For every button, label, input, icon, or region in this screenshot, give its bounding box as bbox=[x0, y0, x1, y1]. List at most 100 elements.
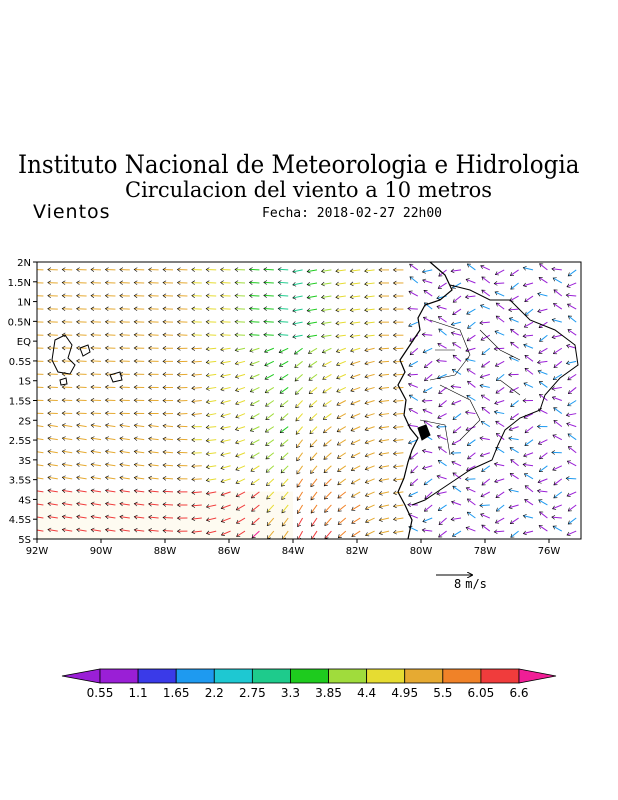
colorbar-segment bbox=[290, 668, 329, 684]
streamline-segment bbox=[364, 386, 375, 391]
streamline-segment bbox=[278, 281, 289, 284]
streamline-arrowhead bbox=[536, 488, 541, 494]
streamline-arrowhead bbox=[335, 333, 340, 339]
streamline-arrowhead bbox=[104, 411, 109, 416]
streamline-segment bbox=[162, 530, 174, 532]
streamline-arrowhead bbox=[248, 319, 253, 325]
streamline-arrowhead bbox=[295, 430, 300, 435]
streamline-arrowhead bbox=[537, 440, 543, 445]
streamline-segment bbox=[553, 347, 563, 355]
streamline-segment bbox=[365, 504, 375, 510]
streamline-arrowhead bbox=[76, 514, 81, 520]
streamline-segment bbox=[148, 464, 159, 467]
streamline-arrowhead bbox=[538, 499, 543, 504]
streamline-arrowhead bbox=[438, 403, 443, 408]
streamline-arrowhead bbox=[176, 463, 181, 468]
streamline-segment bbox=[423, 289, 433, 297]
streamline-segment bbox=[308, 360, 318, 368]
streamline-arrowhead bbox=[320, 294, 325, 300]
streamline-segment bbox=[76, 463, 87, 467]
streamline-segment bbox=[438, 504, 447, 511]
streamline-segment bbox=[451, 321, 462, 326]
streamline-segment bbox=[321, 295, 332, 299]
streamline-arrowhead bbox=[176, 385, 181, 390]
streamline-segment bbox=[220, 373, 231, 377]
streamline-segment bbox=[321, 308, 332, 312]
streamline-segment bbox=[250, 386, 260, 393]
lon-tick-label: 78W bbox=[474, 546, 497, 557]
streamline-segment bbox=[76, 529, 87, 532]
streamline-arrowhead bbox=[566, 531, 571, 536]
streamline-arrowhead bbox=[567, 433, 572, 438]
streamline-arrowhead bbox=[104, 371, 109, 377]
streamline-arrowhead bbox=[119, 345, 124, 351]
streamline-arrowhead bbox=[133, 267, 138, 272]
streamline-arrowhead bbox=[296, 443, 300, 448]
streamline-arrowhead bbox=[408, 322, 413, 328]
streamline-arrowhead bbox=[47, 514, 52, 520]
streamline-segment bbox=[494, 347, 505, 350]
streamline-segment bbox=[335, 308, 346, 311]
streamline-segment bbox=[324, 504, 332, 513]
streamline-arrowhead bbox=[104, 306, 109, 312]
streamline-arrowhead bbox=[162, 332, 167, 338]
streamline-segment bbox=[47, 424, 58, 428]
streamline-arrowhead bbox=[481, 481, 486, 486]
lon-tick-label: 90W bbox=[90, 546, 113, 557]
streamline-segment bbox=[119, 437, 130, 441]
streamline-arrowhead bbox=[466, 498, 472, 503]
streamline-segment bbox=[236, 530, 246, 537]
streamline-arrowhead bbox=[378, 372, 383, 378]
streamline-arrowhead bbox=[309, 430, 314, 435]
streamline-arrowhead bbox=[335, 348, 341, 353]
streamline-arrowhead bbox=[524, 298, 529, 302]
streamline-arrowhead bbox=[510, 403, 515, 408]
streamline-arrowhead bbox=[104, 449, 109, 454]
streamline-segment bbox=[552, 373, 563, 380]
streamline-segment bbox=[335, 269, 346, 272]
streamline-arrowhead bbox=[119, 514, 124, 520]
streamline-arrowhead bbox=[378, 478, 383, 483]
streamline-arrowhead bbox=[310, 469, 315, 474]
streamline-segment bbox=[263, 321, 274, 323]
variable-label: Vientos bbox=[33, 201, 111, 223]
streamline-arrowhead bbox=[452, 485, 457, 490]
streamline-arrowhead bbox=[479, 374, 484, 379]
streamline-segment bbox=[351, 517, 361, 524]
streamline-segment bbox=[62, 476, 73, 480]
streamline-arrowhead bbox=[234, 426, 240, 431]
streamline-arrowhead bbox=[364, 281, 369, 287]
streamline-segment bbox=[424, 373, 433, 382]
streamline-arrowhead bbox=[191, 399, 196, 404]
streamline-arrowhead bbox=[220, 293, 224, 298]
streamline-arrowhead bbox=[364, 440, 369, 445]
streamline-segment bbox=[309, 400, 318, 408]
streamline-arrowhead bbox=[220, 332, 224, 338]
streamline-segment bbox=[235, 360, 246, 365]
streamline-arrowhead bbox=[392, 346, 397, 351]
streamline-arrowhead bbox=[539, 337, 544, 342]
streamline-segment bbox=[278, 294, 289, 297]
streamline-segment bbox=[206, 413, 217, 416]
streamline-segment bbox=[310, 491, 318, 501]
lat-tick-label: 1S bbox=[18, 377, 31, 388]
streamline-segment bbox=[119, 463, 130, 467]
streamline-arrowhead bbox=[148, 411, 152, 416]
streamline-segment bbox=[162, 477, 174, 480]
streamline-arrowhead bbox=[509, 520, 514, 524]
streamline-segment bbox=[148, 477, 159, 480]
streamline-arrowhead bbox=[350, 467, 355, 472]
streamline-segment bbox=[393, 517, 404, 520]
streamline-segment bbox=[37, 438, 44, 441]
streamline-arrowhead bbox=[76, 384, 80, 390]
streamline-segment bbox=[539, 393, 548, 401]
streamline-arrowhead bbox=[76, 319, 80, 325]
streamline-arrowhead bbox=[162, 502, 167, 507]
streamline-segment bbox=[538, 277, 548, 284]
streamline-segment bbox=[134, 516, 145, 519]
streamline-arrowhead bbox=[220, 425, 225, 431]
streamline-arrowhead bbox=[523, 473, 529, 478]
streamline-arrowhead bbox=[438, 446, 443, 451]
streamline-arrowhead bbox=[234, 293, 239, 298]
streamline-arrowhead bbox=[265, 468, 270, 473]
